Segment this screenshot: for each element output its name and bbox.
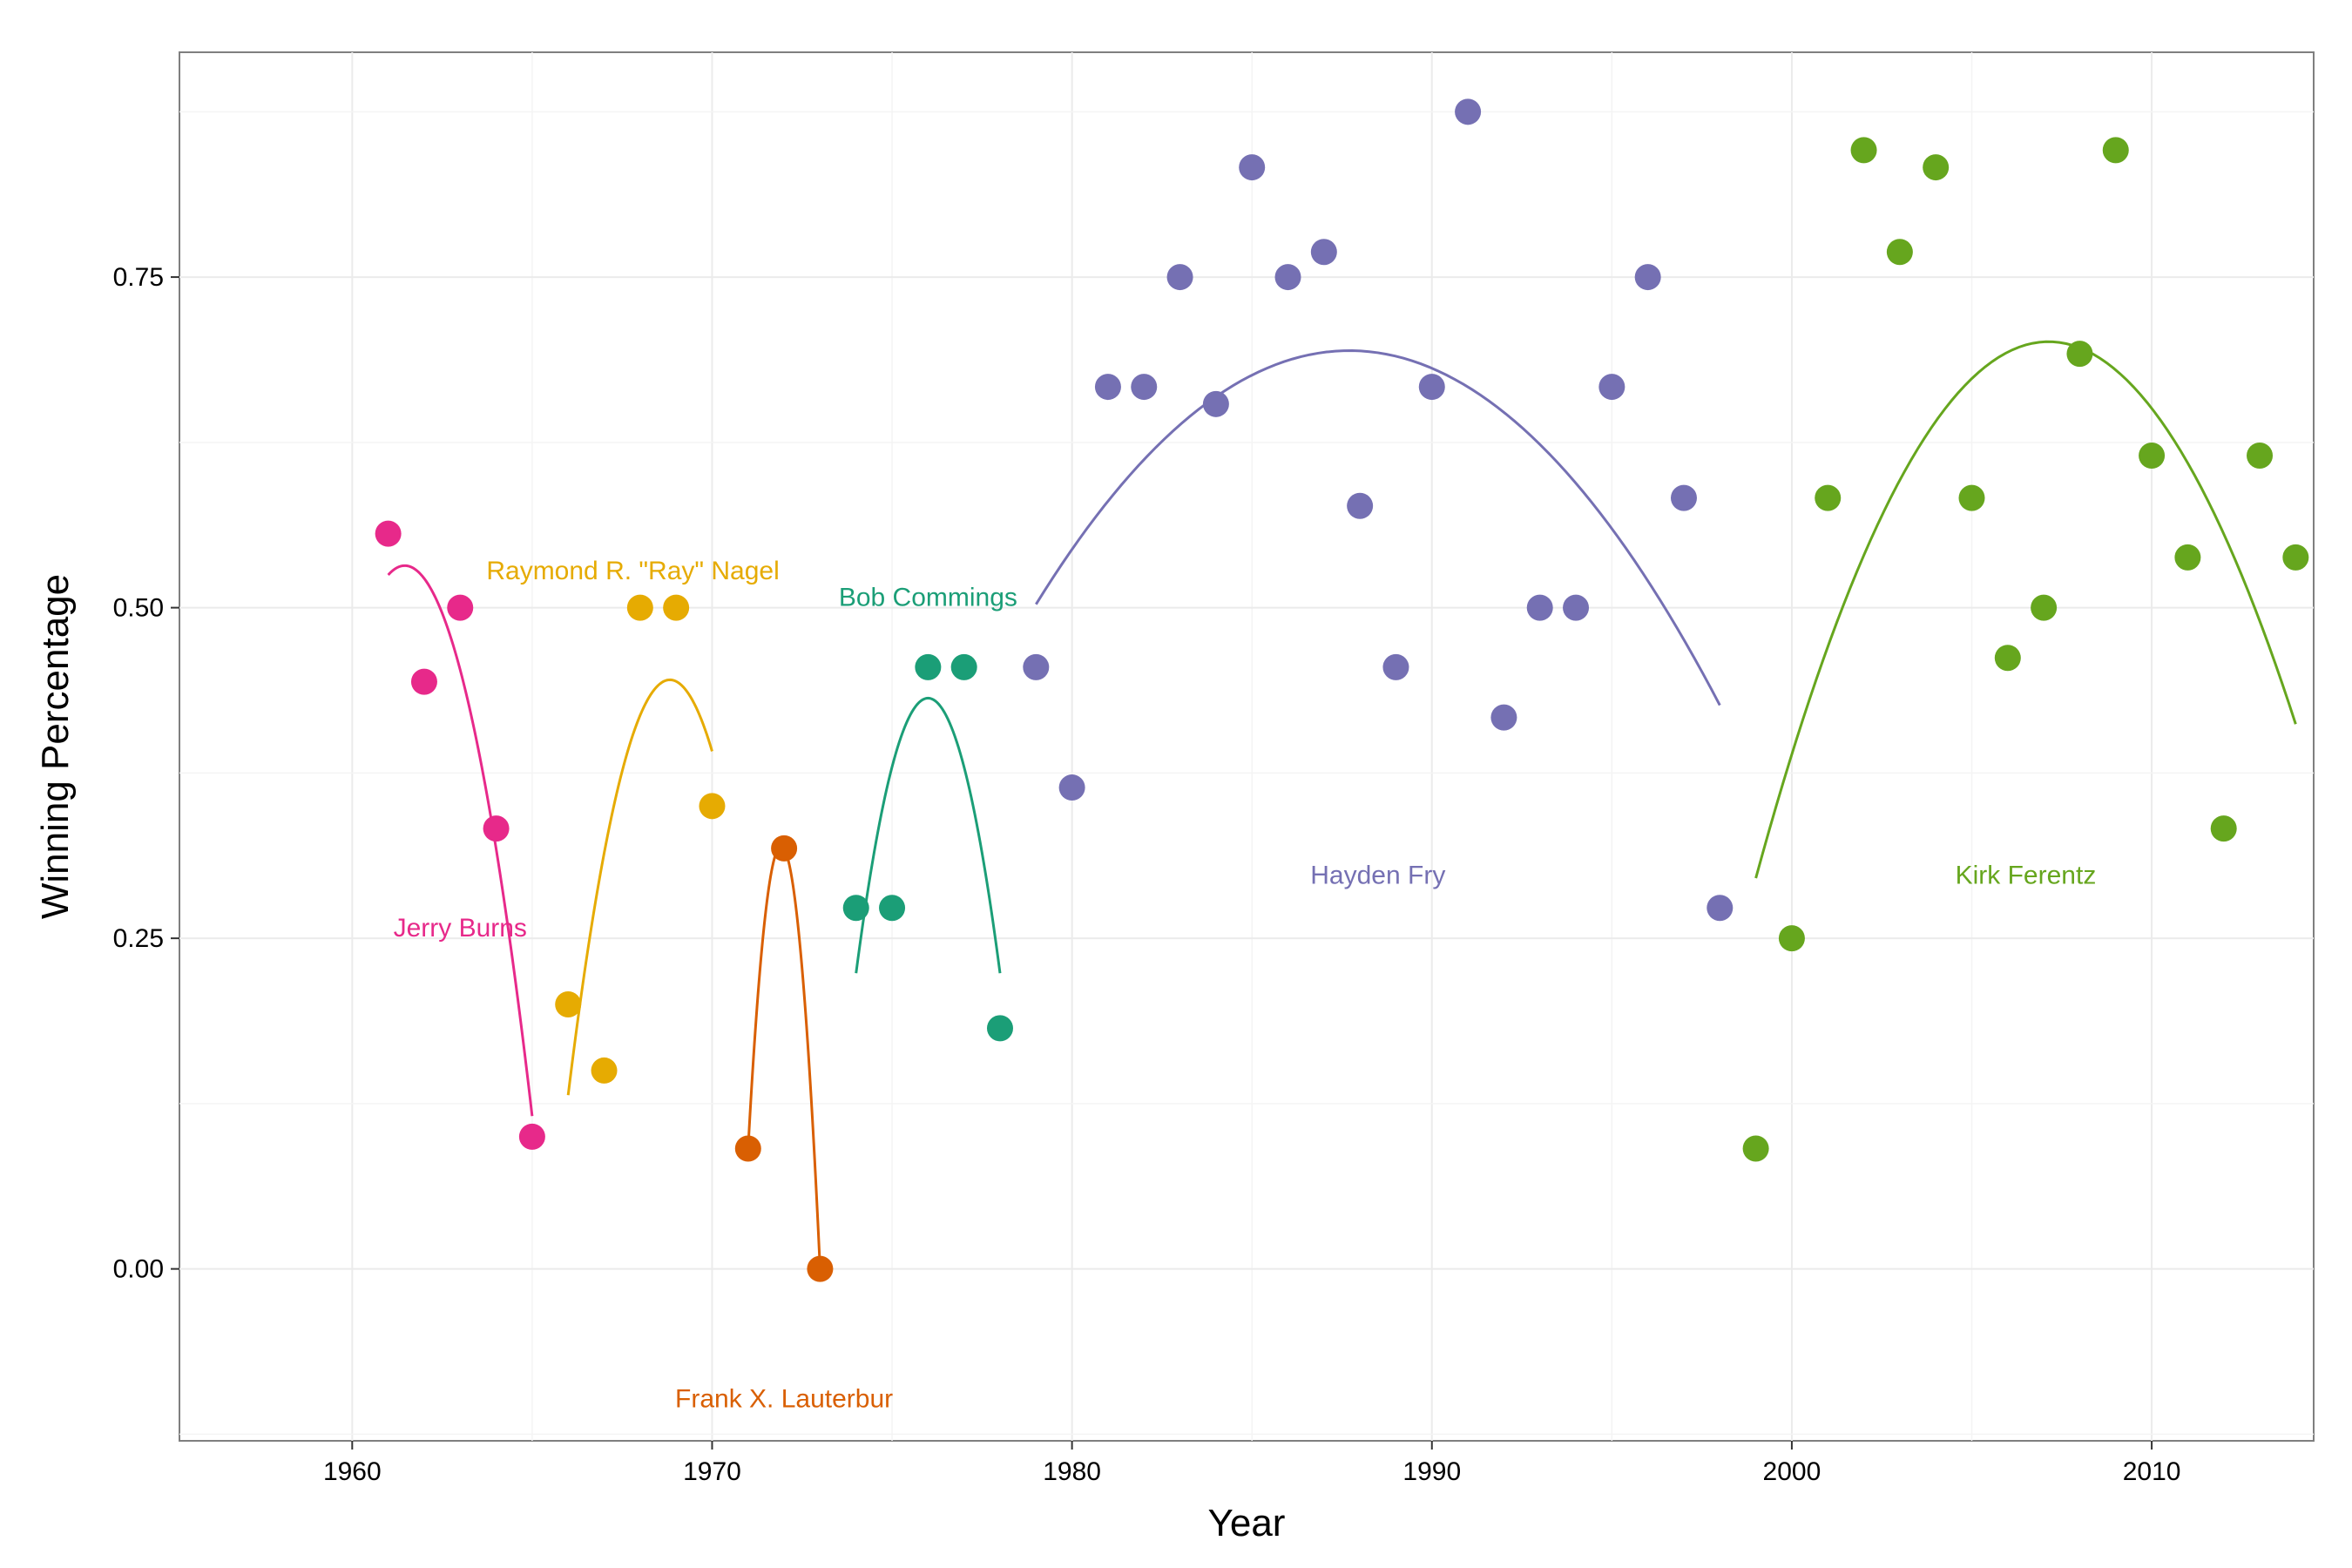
series-label: Jerry Burns — [394, 914, 527, 943]
x-tick-label: 1970 — [683, 1457, 741, 1486]
plot-panel — [179, 51, 2315, 1442]
y-tick-label: 0.00 — [113, 1255, 164, 1284]
data-point — [734, 1135, 761, 1162]
x-axis-title: Year — [1208, 1502, 1286, 1544]
data-point — [1166, 264, 1193, 291]
data-point — [1850, 137, 1877, 164]
axes: 1960 1970 1980 1990 2000 2010 0.00 0.25 0.50 0.75 — [113, 263, 2181, 1486]
data-point — [1886, 239, 1913, 266]
series-label: Hayden Fry — [1310, 861, 1445, 889]
data-point — [1490, 704, 1517, 731]
data-point — [375, 520, 402, 547]
data-point — [447, 594, 474, 621]
series-label: Raymond R. "Ray" Nagel — [486, 557, 779, 585]
data-point — [842, 895, 869, 922]
data-point — [1347, 492, 1374, 519]
data-point — [410, 668, 437, 695]
data-point — [915, 653, 942, 680]
data-point — [1670, 484, 1697, 511]
data-point — [807, 1255, 834, 1282]
data-points — [375, 98, 2309, 1282]
data-point — [1131, 374, 1158, 401]
data-point — [950, 653, 977, 680]
data-point — [1994, 645, 2021, 672]
data-point — [986, 1015, 1013, 1042]
y-tick-label: 0.75 — [113, 263, 164, 292]
fit-curve — [855, 696, 1002, 974]
data-point — [1707, 895, 1734, 922]
fit-curves — [387, 340, 2297, 1269]
data-point — [1778, 925, 1805, 952]
data-point — [1526, 594, 1553, 621]
fit-curve — [387, 564, 534, 1117]
y-tick-label: 0.25 — [113, 924, 164, 953]
fit-curve — [1754, 340, 2297, 879]
data-point — [1923, 154, 1950, 181]
data-point — [1382, 653, 1409, 680]
data-point — [1094, 374, 1121, 401]
data-point — [1202, 390, 1229, 417]
data-point — [626, 594, 653, 621]
grid-lines — [179, 52, 2314, 1441]
data-point — [2174, 544, 2201, 571]
data-point — [1455, 98, 1482, 125]
series-label: Frank X. Lauterbur — [675, 1384, 893, 1413]
data-point — [2139, 443, 2166, 470]
data-point — [1634, 264, 1661, 291]
x-tick-label: 2000 — [1763, 1457, 1821, 1486]
y-axis-title: Winning Percentage — [34, 574, 77, 919]
x-tick-label: 1990 — [1402, 1457, 1461, 1486]
x-tick-label: 2010 — [2123, 1457, 2181, 1486]
data-point — [1742, 1135, 1769, 1162]
data-point — [699, 793, 726, 820]
series-label: Kirk Ferentz — [1956, 861, 2097, 889]
data-point — [1815, 484, 1842, 511]
data-point — [2247, 443, 2274, 470]
data-point — [1598, 374, 1625, 401]
data-point — [2031, 594, 2058, 621]
data-point — [1274, 264, 1301, 291]
data-point — [518, 1123, 545, 1150]
data-point — [1310, 239, 1337, 266]
data-point — [2210, 815, 2237, 842]
data-point — [2102, 137, 2129, 164]
data-point — [1058, 774, 1085, 801]
series-label: Bob Commings — [839, 583, 1017, 612]
fit-curve — [1035, 349, 1721, 706]
data-point — [1958, 484, 1985, 511]
x-tick-label: 1980 — [1043, 1457, 1101, 1486]
data-point — [879, 895, 906, 922]
data-point — [591, 1057, 618, 1084]
data-point — [1239, 154, 1266, 181]
x-tick-label: 1960 — [323, 1457, 382, 1486]
coach-labels: Jerry Burns Raymond R. "Ray" Nagel Frank X… — [394, 557, 2097, 1413]
data-point — [483, 815, 510, 842]
data-point — [771, 835, 798, 862]
data-point — [663, 594, 690, 621]
y-tick-label: 0.50 — [113, 594, 164, 623]
data-point — [2066, 341, 2093, 368]
data-point — [2282, 544, 2309, 571]
data-point — [1418, 374, 1445, 401]
data-point — [1563, 594, 1590, 621]
data-point — [555, 991, 582, 1018]
data-point — [1023, 653, 1050, 680]
fit-curve — [566, 678, 713, 1096]
